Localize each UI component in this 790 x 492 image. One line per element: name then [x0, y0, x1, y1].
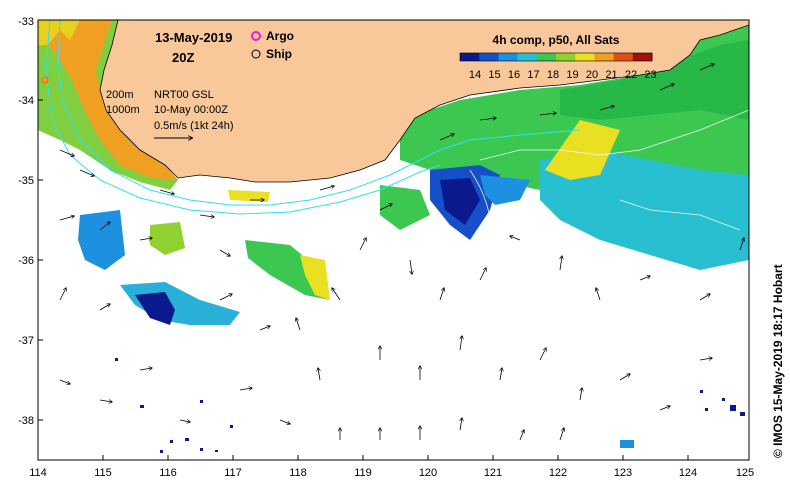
credit-text: © IMOS 15-May-2019 18:17 Hobart [771, 264, 785, 458]
colorbar-title: 4h comp, p50, All Sats [493, 33, 620, 47]
argo-legend: Argo [251, 29, 294, 43]
model-label: NRT00 GSL [154, 89, 214, 101]
contour-label-200m: 200m [106, 89, 134, 101]
model-time-label: 10-May 00:00Z [154, 104, 228, 116]
lon-labels: 114 115 116 117 118 119 120 121 122 123 … [29, 467, 754, 479]
lat-label: -34 [18, 95, 34, 107]
colorbar-swatch [517, 53, 538, 61]
lon-label: 119 [354, 467, 372, 479]
time-title: 20Z [172, 50, 194, 65]
colorbar-tick-label: 22 [625, 69, 637, 81]
lat-label: -35 [18, 175, 34, 187]
colorbar-swatch [594, 53, 615, 61]
colorbar-swatch [536, 53, 557, 61]
colorbar-swatch [575, 53, 595, 61]
ssh-contours [469, 109, 749, 261]
lon-label: 118 [289, 467, 307, 479]
lon-label: 122 [549, 467, 567, 479]
colorbar-swatch [556, 53, 576, 61]
scale-label: 0.5m/s (1kt 24h) [154, 120, 233, 132]
lon-label: 121 [484, 467, 502, 479]
lon-label: 123 [614, 467, 632, 479]
colorbar-swatch [498, 53, 519, 61]
lon-label: 116 [159, 467, 177, 479]
plot-frame [37, 19, 750, 461]
lon-label: 124 [679, 467, 697, 479]
colorbar-tick-label: 19 [566, 69, 578, 81]
lat-label: -33 [18, 16, 34, 28]
colorbar-tick-label: 18 [547, 69, 559, 81]
bathymetry-contours [45, 20, 581, 215]
argo-float-marker [41, 76, 49, 84]
colorbar-swatch [632, 53, 653, 61]
colorbar-tick-label: 14 [469, 69, 481, 81]
lat-label: -38 [18, 415, 34, 427]
ship-symbol-icon [251, 49, 261, 59]
colorbar-swatch [460, 53, 480, 61]
lon-label: 114 [29, 467, 47, 479]
credit-strip: © IMOS 15-May-2019 18:17 Hobart [771, 264, 785, 458]
lat-label: -36 [18, 255, 34, 267]
colorbar-swatch [613, 53, 634, 61]
lon-label: 117 [224, 467, 242, 479]
lat-label: -37 [18, 335, 34, 347]
ship-legend: Ship [251, 47, 292, 61]
lon-label: 120 [419, 467, 437, 479]
argo-legend-label: Argo [266, 29, 294, 43]
colorbar-tick-label: 21 [605, 69, 617, 81]
colorbar-tick-label: 15 [488, 69, 500, 81]
axis-ticks [37, 19, 750, 460]
contour-label-1000m: 1000m [106, 104, 140, 116]
colorbar: 4h comp, p50, All Sats 14 15 16 17 18 19 20 21 2… [459, 33, 657, 81]
lon-label: 115 [94, 467, 112, 479]
argo-symbol-icon [251, 31, 261, 41]
colorbar-tick-label: 17 [527, 69, 539, 81]
colorbar-tick-label: 20 [586, 69, 598, 81]
lon-label: 125 [736, 467, 754, 479]
date-title: 13-May-2019 [155, 30, 232, 45]
colorbar-tick-label: 23 [644, 69, 656, 81]
colorbar-swatch [479, 53, 499, 61]
colorbar-tick-label: 16 [508, 69, 520, 81]
current-vectors [59, 64, 744, 441]
ship-legend-label: Ship [266, 47, 292, 61]
lat-labels: -33 -34 -35 -36 -37 -38 [18, 16, 34, 427]
